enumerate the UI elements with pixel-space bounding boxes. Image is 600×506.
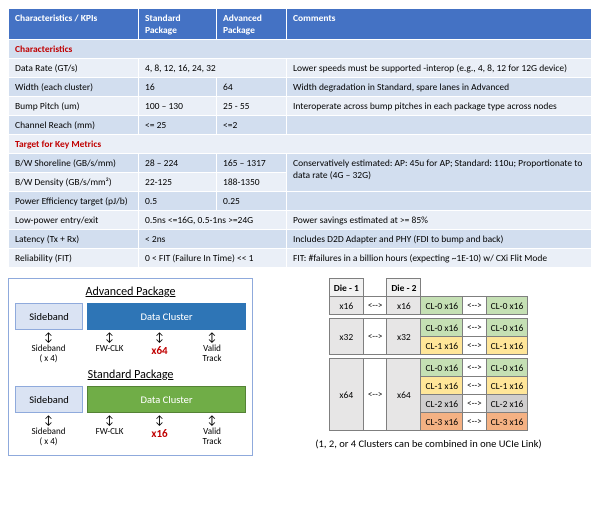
kpi-value: 16 [139,78,217,97]
kpi-name: Power Efficiency target (pJ/b) [9,192,139,211]
cluster-cell: CL-1 x16 [486,377,528,395]
cluster-cell: CL-0 x16 [421,319,463,337]
kpi-value: 28 – 224 [139,154,217,173]
link-arrow: <--> [463,377,486,395]
die-width: x32 [387,319,421,355]
cluster-cell: CL-1 x16 [421,377,463,395]
cluster-cell: CL-0 x16 [486,297,528,315]
kpi-comment: Width degradation in Standard, spare lan… [287,78,592,97]
link-arrow: <--> [463,337,486,355]
kpi-name: B/W Density (GB/s/mm²) [9,173,139,192]
cluster-cell: CL-0 x16 [421,297,463,315]
cluster-cell: CL-2 x16 [486,395,528,413]
cluster-caption: (1, 2, or 4 Clusters can be combined in … [265,437,592,450]
kpi-value: 0.5ns <=16G, 0.5-1ns >=24G [139,211,287,230]
die-header: Die - 2 [387,279,421,297]
package-title: Standard Package [15,368,246,382]
kpi-value: 0.5 [139,192,217,211]
link-arrow: <--> [363,359,386,431]
arrow-label: ValidTrack [182,332,242,364]
kpi-comment: Includes D2D Adapter and PHY (FDI to bum… [287,230,592,249]
kpi-name: Latency (Tx + Rx) [9,230,139,249]
cluster-cell: CL-0 x16 [486,319,528,337]
section-header: Target for Key Metrics [9,135,592,154]
kpi-comment: Power savings estimated at >= 85% [287,211,592,230]
link-arrow: <--> [463,413,486,431]
kpi-value: < 2ns [139,230,287,249]
kpi-comment: Conservatively estimated: AP: 45u for AP… [287,154,592,192]
cluster-cell: CL-3 x16 [421,413,463,431]
die-width: x64 [329,359,363,431]
cluster-diagram: Die - 1Die - 2x16<-->x16CL-0 x16<-->CL-0… [265,278,592,450]
cluster-cell: CL-0 x16 [486,359,528,377]
arrow-label: Sideband( x 4) [15,332,82,364]
kpi-value: 0.25 [217,192,287,211]
kpi-value: <= 25 [139,116,217,135]
arrow-label: FW-CLK [82,332,137,364]
kpi-comment: FIT: #failures in a billion hours (expec… [287,249,592,268]
kpi-value: 25 - 55 [217,97,287,116]
kpi-name: B/W Shoreline (GB/s/mm) [9,154,139,173]
kpi-comment: Interoperate across bump pitches in each… [287,97,592,116]
die-width: x16 [329,297,363,315]
kpi-name: Low-power entry/exit [9,211,139,230]
col-header: Characteristics / KPIs [9,9,139,40]
kpi-name: Bump Pitch (um) [9,97,139,116]
arrow-label: Sideband( x 4) [15,415,82,447]
die-width: x16 [387,297,421,315]
link-arrow: <--> [363,297,386,315]
link-arrow: <--> [463,319,486,337]
bottom-diagrams: Advanced PackageSidebandData ClusterSide… [8,278,592,456]
cluster-cell: CL-3 x16 [486,413,528,431]
package-title: Advanced Package [15,285,246,299]
col-header: Standard Package [139,9,217,40]
sideband-box: Sideband [15,303,83,330]
data-cluster-box: Data Cluster [87,303,246,330]
kpi-value: 64 [217,78,287,97]
kpi-value: 188-1350 [217,173,287,192]
die-header: Die - 1 [329,279,363,297]
kpi-value: 165 – 1317 [217,154,287,173]
link-arrow: <--> [463,297,486,315]
link-arrow: <--> [363,319,386,355]
kpi-value: 22-125 [139,173,217,192]
link-arrow: <--> [463,359,486,377]
col-header: Comments [287,9,592,40]
kpi-name: Data Rate (GT/s) [9,59,139,78]
kpi-name: Width (each cluster) [9,78,139,97]
package-diagram: Advanced PackageSidebandData ClusterSide… [8,278,253,456]
die-width: x64 [387,359,421,431]
kpi-name: Channel Reach (mm) [9,116,139,135]
kpi-comment [287,192,592,211]
arrow-label: ValidTrack [182,415,242,447]
kpi-value: 0 < FIT (Failure In Time) << 1 [139,249,287,268]
cluster-cell: CL-1 x16 [486,337,528,355]
arrow-label: x16 [137,415,182,447]
data-cluster-box: Data Cluster [87,386,246,413]
kpi-comment [287,116,592,135]
kpi-name: Reliability (FIT) [9,249,139,268]
cluster-cell: CL-1 x16 [421,337,463,355]
arrow-label: x64 [137,332,182,364]
kpi-table: Characteristics / KPIsStandard PackageAd… [8,8,592,268]
section-header: Characteristics [9,40,592,59]
kpi-value: 4, 8, 12, 16, 24, 32 [139,59,287,78]
kpi-value: <=2 [217,116,287,135]
kpi-comment: Lower speeds must be supported -interop … [287,59,592,78]
kpi-value: 100 – 130 [139,97,217,116]
cluster-cell: CL-0 x16 [421,359,463,377]
link-arrow: <--> [463,395,486,413]
cluster-cell: CL-2 x16 [421,395,463,413]
col-header: Advanced Package [217,9,287,40]
sideband-box: Sideband [15,386,83,413]
arrow-label: FW-CLK [82,415,137,447]
die-width: x32 [329,319,363,355]
